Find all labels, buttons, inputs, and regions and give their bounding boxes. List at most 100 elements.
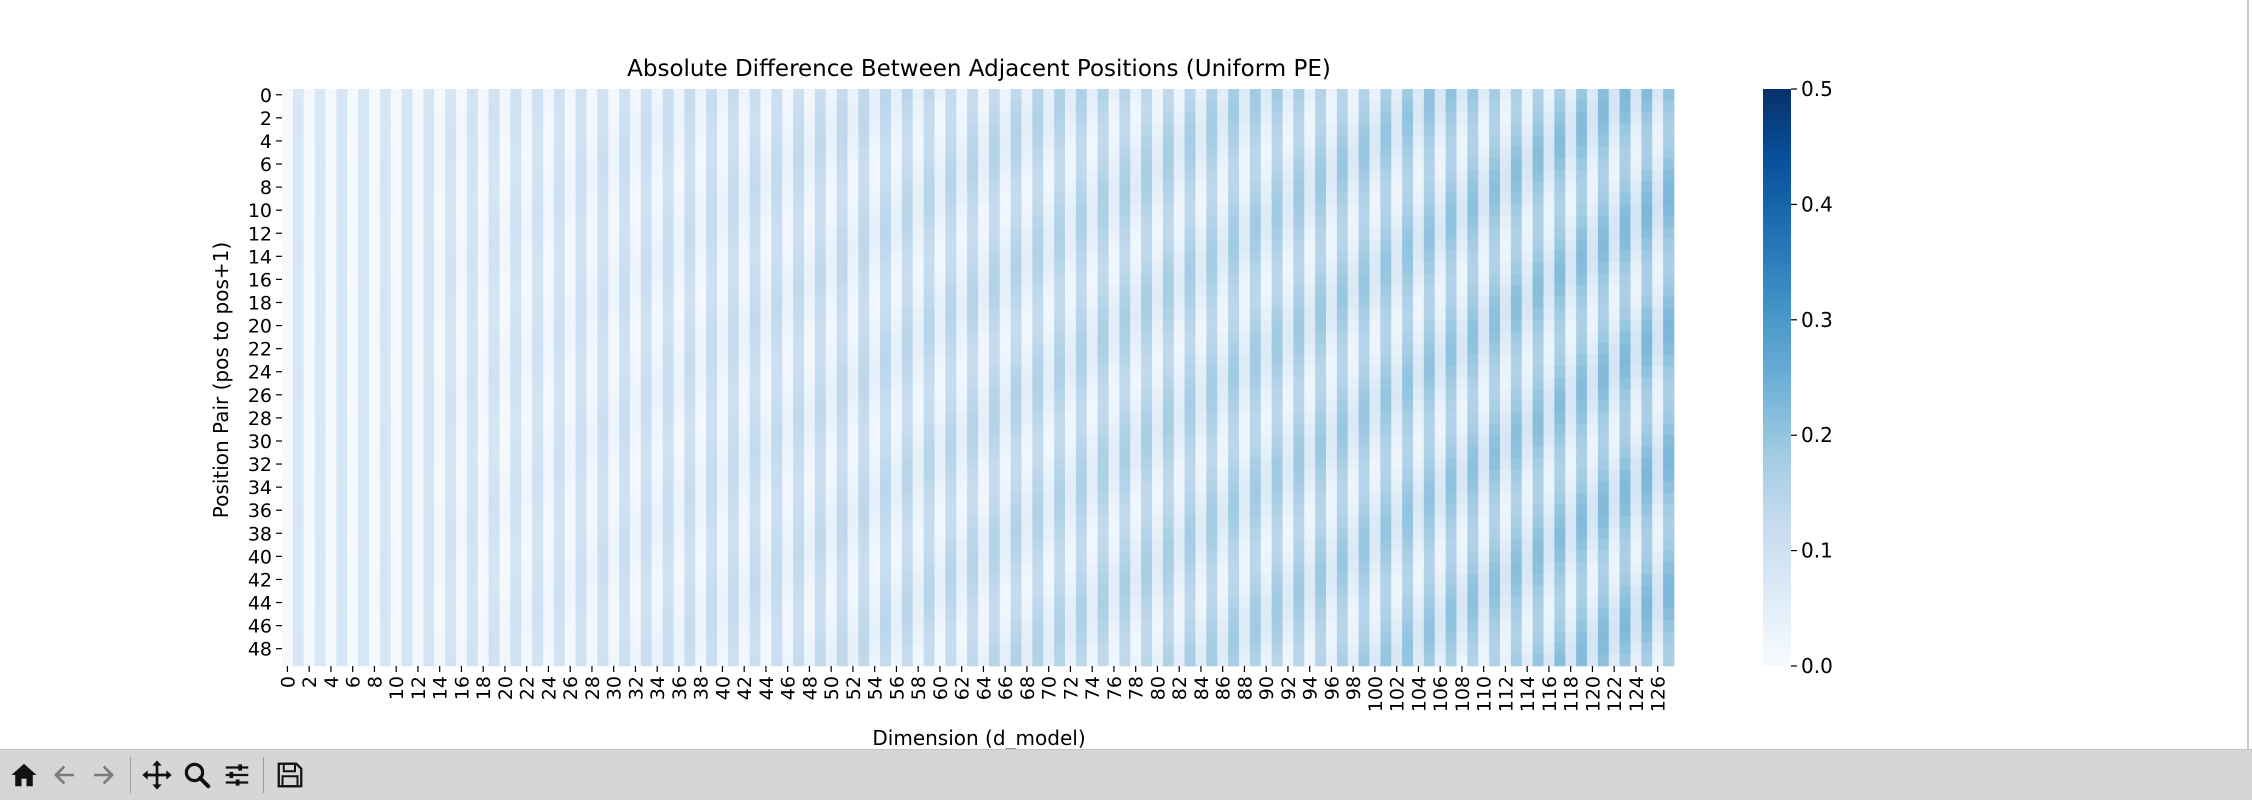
heatmap-cell <box>282 273 294 286</box>
heatmap-cell <box>466 573 479 586</box>
heatmap-cell <box>292 135 305 147</box>
heatmap-cell <box>466 308 479 321</box>
heatmap-cell <box>564 585 576 598</box>
heatmap-cell <box>1228 204 1240 217</box>
heatmap-cell <box>619 642 631 655</box>
heatmap-cell <box>1326 273 1338 286</box>
heatmap-cell <box>630 619 642 632</box>
heatmap-cell <box>434 123 446 136</box>
heatmap-cell <box>564 169 576 182</box>
heatmap-cell <box>1097 412 1109 424</box>
heatmap-cell <box>412 377 424 390</box>
heatmap-cell <box>1195 608 1207 621</box>
heatmap-cell <box>586 123 598 136</box>
heatmap-cell <box>1293 573 1305 586</box>
heatmap-cell <box>771 423 783 436</box>
heatmap-cell <box>967 319 979 332</box>
heatmap-cell <box>379 504 392 517</box>
heatmap-cell <box>999 469 1011 482</box>
heatmap-cell <box>499 619 511 632</box>
heatmap-cell <box>684 492 696 505</box>
heatmap-cell <box>314 492 326 505</box>
heatmap-cell <box>1086 446 1098 459</box>
heatmap-cell <box>434 377 446 390</box>
heatmap-cell <box>662 262 674 274</box>
heatmap-cell <box>814 262 827 274</box>
heatmap-cell <box>619 550 631 563</box>
heatmap-cell <box>967 469 979 482</box>
heatmap-cell <box>1054 227 1066 240</box>
heatmap-cell <box>477 192 489 205</box>
heatmap-cell <box>532 527 544 540</box>
heatmap-cell <box>434 631 446 644</box>
heatmap-cell <box>1108 573 1120 586</box>
heatmap-cell <box>1043 285 1055 298</box>
heatmap-cell <box>717 550 729 563</box>
heatmap-cell <box>782 469 794 482</box>
heatmap-cell <box>1086 608 1098 621</box>
heatmap-cell <box>347 215 359 228</box>
heatmap-cell <box>445 250 457 263</box>
heatmap-cell <box>401 227 413 240</box>
heatmap-cell <box>1141 481 1153 494</box>
heatmap-cell <box>1271 204 1283 217</box>
heatmap-cell <box>1184 146 1196 159</box>
heatmap-cell <box>717 89 729 101</box>
heatmap-cell <box>347 654 359 667</box>
heatmap-cell <box>684 296 696 309</box>
heatmap-cell <box>880 469 892 482</box>
heatmap-cell <box>1347 446 1359 459</box>
heatmap-cell <box>1054 562 1066 574</box>
heatmap-cell <box>553 619 566 632</box>
heatmap-cell <box>1358 596 1370 609</box>
heatmap-cell <box>847 631 859 644</box>
heatmap-cell <box>727 262 740 274</box>
heatmap-cell <box>1304 146 1316 159</box>
heatmap-cell <box>956 146 968 159</box>
heatmap-cell <box>999 239 1011 251</box>
heatmap-cell <box>771 89 783 101</box>
heatmap-cell <box>978 423 990 436</box>
heatmap-cell <box>782 169 794 182</box>
heatmap-cell <box>1304 527 1316 540</box>
heatmap-cell <box>695 377 707 390</box>
heatmap-cell <box>673 181 685 194</box>
heatmap-cell <box>825 492 837 505</box>
heatmap-cell <box>1217 296 1229 309</box>
heatmap-cell <box>303 169 315 182</box>
heatmap-cell <box>336 654 348 667</box>
heatmap-cell <box>880 250 892 263</box>
heatmap-cell <box>825 550 837 563</box>
heatmap-cell <box>1195 550 1207 563</box>
heatmap-cell <box>706 550 718 563</box>
heatmap-cell <box>717 446 729 459</box>
heatmap-cell <box>1162 654 1175 667</box>
heatmap-cell <box>1065 377 1077 390</box>
heatmap-cell <box>1336 654 1349 667</box>
heatmap-cell <box>640 308 653 321</box>
heatmap-cell <box>532 631 544 644</box>
heatmap-cell <box>1206 389 1218 401</box>
heatmap-cell <box>401 331 413 344</box>
heatmap-cell <box>521 435 533 448</box>
heatmap-cell <box>901 158 914 171</box>
heatmap-cell <box>858 631 870 644</box>
heatmap-cell <box>553 296 566 309</box>
heatmap-cell <box>325 573 337 586</box>
heatmap-cell <box>695 262 707 274</box>
heatmap-cell <box>1239 331 1251 344</box>
heatmap-cell <box>1271 169 1283 182</box>
heatmap-cell <box>1228 319 1240 332</box>
heatmap-cell <box>978 262 990 274</box>
heatmap-cell <box>1032 562 1044 574</box>
heatmap-cell <box>1054 204 1066 217</box>
heatmap-cell <box>347 550 359 563</box>
heatmap-cell <box>749 400 761 413</box>
heatmap-cell <box>379 585 392 598</box>
heatmap-cell <box>651 250 663 263</box>
heatmap-cell <box>1119 308 1131 321</box>
heatmap-cell <box>1315 181 1327 194</box>
heatmap-cell <box>401 192 413 205</box>
heatmap-cell <box>727 239 740 251</box>
heatmap-cell <box>749 239 761 251</box>
